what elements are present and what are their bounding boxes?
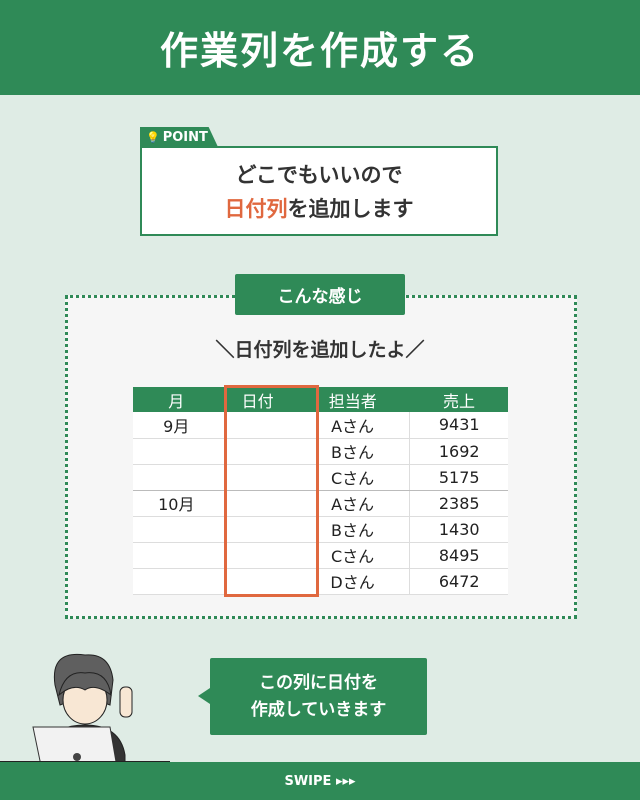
table-row: 9月 Aさん 9431 [133,412,508,439]
table-row: Cさん 8495 [133,542,508,569]
table-cell [219,516,296,543]
table-cell [133,464,220,491]
table-cell: Cさん [295,542,410,569]
table-cell: Aさん [295,490,410,517]
table-cell [133,542,220,569]
bubble-line1: この列に日付を [259,673,378,693]
point-tag: 💡 POINT [140,127,218,147]
swipe-indicator[interactable]: SWIPE ▸▸▸ [0,762,640,800]
point-line1: どこでもいいので [235,163,403,187]
table-cell [219,542,296,569]
table-cell: Cさん [295,464,410,491]
table-cell [219,568,296,595]
col-header: 担当者 [295,387,410,412]
date-column-highlight [224,385,319,597]
table-cell: 1430 [409,516,508,543]
table-cell [219,412,296,439]
page-title: 作業列を作成する [0,0,640,95]
table-cell: Bさん [295,438,410,465]
table-cell: 2385 [409,490,508,517]
table-cell: 5175 [409,464,508,491]
table-cell: 8495 [409,542,508,569]
table-cell [133,438,220,465]
character-illustration [32,653,133,770]
table-cell: Dさん [295,568,410,595]
col-header: 売上 [409,387,508,412]
table-cell: 9431 [409,412,508,439]
table-cell [219,490,296,517]
speech-bubble: この列に日付を 作成していきます [198,658,427,735]
point-tag-label: POINT [162,129,208,145]
table-cell [219,438,296,465]
table-cell: Aさん [295,412,410,439]
point-box: どこでもいいので 日付列を追加します [140,146,498,236]
table-row: 10月 Aさん 2385 [133,490,508,517]
table-cell [219,464,296,491]
table-cell: 6472 [409,568,508,595]
col-header: 月 [133,387,220,412]
table-cell [133,568,220,595]
example-label: こんな感じ [235,274,405,315]
table-cell: 1692 [409,438,508,465]
point-line2: を追加します [287,197,414,221]
bubble-line2: 作成していきます [250,700,387,720]
table-row: Bさん 1692 [133,438,508,465]
table-cell [133,516,220,543]
table-cell: 9月 [133,412,220,439]
example-subtitle: ＼日付列を追加したよ／ [215,339,425,361]
table-cell: Bさん [295,516,410,543]
sales-table: 月 日付 担当者 売上 9月 Aさん 9431 Bさん 1692 Cさん 5175 10月 Aさ… [133,387,508,595]
col-header: 日付 [219,387,296,412]
table-row: Dさん 6472 [133,568,508,595]
table-row: Cさん 5175 [133,464,508,491]
table-cell: 10月 [133,490,220,517]
point-highlight: 日付列 [224,197,288,221]
lightbulb-icon: 💡 [146,130,160,144]
table-row: Bさん 1430 [133,516,508,543]
